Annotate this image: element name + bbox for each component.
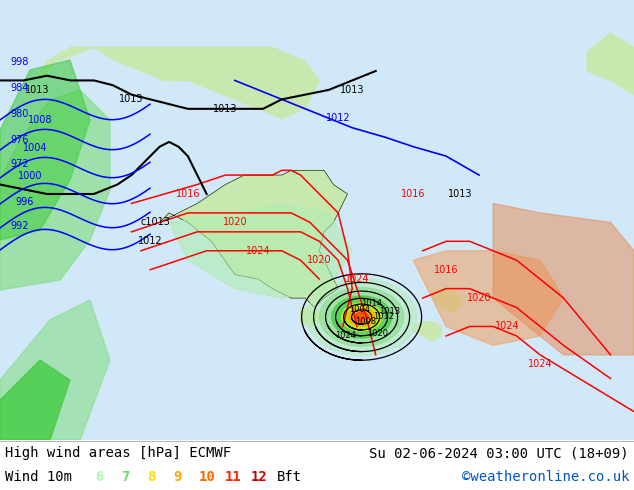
- Text: 976: 976: [11, 135, 29, 145]
- Text: 1016: 1016: [401, 189, 425, 199]
- Text: 12: 12: [251, 470, 268, 484]
- Text: 1004: 1004: [349, 304, 370, 314]
- Polygon shape: [413, 322, 441, 341]
- Polygon shape: [587, 33, 634, 95]
- Text: 1013: 1013: [25, 85, 50, 95]
- Text: 1020: 1020: [307, 255, 332, 265]
- Text: 996: 996: [16, 197, 34, 207]
- Text: 1000: 1000: [18, 171, 42, 181]
- Text: 992: 992: [11, 221, 29, 231]
- Text: 1016: 1016: [434, 265, 458, 275]
- Text: 1013: 1013: [379, 307, 400, 316]
- Polygon shape: [354, 312, 368, 322]
- Polygon shape: [493, 203, 634, 355]
- Polygon shape: [432, 289, 460, 312]
- Text: 7: 7: [121, 470, 129, 484]
- Text: Wind 10m: Wind 10m: [5, 470, 72, 484]
- Polygon shape: [307, 278, 417, 356]
- Text: 6: 6: [95, 470, 103, 484]
- Text: 1024: 1024: [335, 330, 356, 340]
- Polygon shape: [301, 308, 320, 326]
- Text: 998: 998: [11, 57, 29, 67]
- Polygon shape: [0, 300, 110, 440]
- Polygon shape: [160, 171, 347, 308]
- Text: 1012: 1012: [138, 236, 162, 246]
- Text: 972: 972: [11, 159, 29, 169]
- Text: 1024: 1024: [345, 274, 369, 284]
- Text: ©weatheronline.co.uk: ©weatheronline.co.uk: [462, 470, 629, 484]
- Text: 1020: 1020: [223, 218, 247, 227]
- Text: 1024: 1024: [495, 321, 519, 331]
- Text: 1024: 1024: [246, 246, 271, 256]
- Text: 1012: 1012: [373, 312, 394, 320]
- Polygon shape: [0, 90, 110, 290]
- Text: 1013: 1013: [119, 95, 144, 104]
- Text: 8: 8: [147, 470, 155, 484]
- Text: 9: 9: [173, 470, 181, 484]
- Polygon shape: [349, 308, 375, 326]
- Polygon shape: [0, 360, 70, 440]
- Text: 1020: 1020: [367, 328, 388, 338]
- Polygon shape: [0, 60, 90, 240]
- Text: 1008: 1008: [355, 317, 376, 325]
- Text: 1013: 1013: [213, 104, 238, 114]
- Text: 1020: 1020: [467, 293, 491, 303]
- Text: 1014: 1014: [361, 298, 382, 308]
- Polygon shape: [37, 48, 320, 118]
- Text: 1013: 1013: [448, 189, 472, 199]
- Polygon shape: [332, 296, 392, 338]
- Text: 980: 980: [11, 109, 29, 119]
- Text: High wind areas [hPa] ECMWF: High wind areas [hPa] ECMWF: [5, 446, 231, 460]
- Text: Bft: Bft: [277, 470, 302, 484]
- Polygon shape: [342, 303, 382, 331]
- Text: c1013: c1013: [140, 218, 170, 227]
- Polygon shape: [169, 203, 353, 298]
- Text: Su 02-06-2024 03:00 UTC (18+09): Su 02-06-2024 03:00 UTC (18+09): [370, 446, 629, 460]
- Text: 11: 11: [225, 470, 242, 484]
- Polygon shape: [320, 288, 404, 346]
- Polygon shape: [0, 0, 634, 440]
- Text: 1012: 1012: [326, 113, 351, 123]
- Text: 1004: 1004: [23, 143, 48, 153]
- Text: 1013: 1013: [340, 85, 365, 95]
- Text: 984: 984: [11, 83, 29, 93]
- Text: 1008: 1008: [28, 115, 52, 125]
- Polygon shape: [413, 251, 564, 345]
- Text: 1024: 1024: [527, 359, 552, 369]
- Text: 10: 10: [199, 470, 216, 484]
- Text: 1016: 1016: [176, 189, 200, 199]
